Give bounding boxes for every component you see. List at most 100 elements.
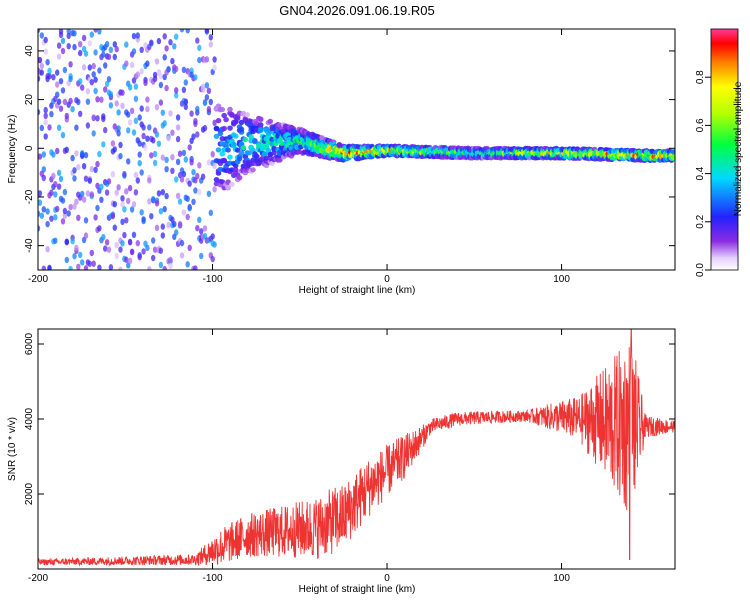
spectrogram-cell — [62, 66, 68, 74]
spectrogram-cell — [139, 169, 144, 176]
spectrogram-cell — [141, 248, 146, 255]
spectrogram-x-tick-label: 100 — [553, 274, 570, 285]
spectrogram-cell — [174, 176, 179, 183]
spectrogram-cell — [66, 43, 71, 50]
spectrogram-cell — [181, 86, 187, 94]
spectrogram-cell — [141, 217, 146, 225]
spectrogram-cell — [120, 89, 125, 96]
spectrogram-y-axis-label: Frequency (Hz) — [7, 115, 18, 184]
colorbar-label: Normalized spectral amplitude — [733, 81, 744, 216]
spectrogram-cell — [120, 201, 125, 208]
spectrogram-cell — [154, 131, 160, 138]
spectrogram-cell — [170, 216, 175, 223]
spectrogram-cell — [66, 32, 71, 40]
spectrogram-cell — [39, 69, 44, 76]
spectrogram-cell — [177, 198, 183, 205]
snr-x-tick-label: -100 — [203, 573, 223, 584]
snr-x-axis-label: Height of straight line (km) — [299, 584, 416, 595]
spectrogram-cell — [104, 80, 110, 88]
spectrogram-cell — [131, 231, 137, 238]
spectrogram-cell — [174, 87, 179, 94]
spectrogram-cell — [95, 204, 100, 212]
spectrogram-cell — [193, 118, 198, 125]
spectrogram-cell — [70, 106, 75, 113]
spectrogram-cell — [261, 151, 268, 157]
spectrogram-cell — [225, 147, 231, 153]
colorbar: 0.0 0.2 0.4 0.6 0.8 Normalized spectral ampl… — [695, 28, 744, 277]
spectrogram-cell — [101, 51, 106, 58]
spectrogram-cell — [38, 153, 43, 160]
spectrogram-cell — [168, 256, 173, 263]
spectrogram-cell — [242, 136, 249, 143]
spectrogram-cell — [158, 247, 164, 254]
spectrogram-cell — [97, 264, 102, 270]
spectrogram-cell — [43, 36, 48, 44]
spectrogram-cell — [64, 238, 70, 245]
spectrogram-cell — [53, 237, 58, 244]
spectrogram-cell — [43, 106, 48, 114]
spectrogram-cell — [238, 126, 245, 132]
spectrogram-cell — [39, 62, 44, 70]
spectrogram-cell — [93, 29, 98, 33]
snr-y-tick-label: 6000 — [24, 332, 35, 355]
spectrogram-cell — [81, 45, 87, 53]
spectrogram-cell — [114, 100, 119, 107]
spectrogram-cell — [85, 122, 91, 129]
spectrogram-cell — [38, 56, 43, 64]
spectrogram-cell — [89, 31, 95, 38]
spectrogram-cell — [112, 146, 118, 153]
spectrogram-cell — [110, 140, 116, 147]
spectrogram-cell — [195, 105, 200, 113]
spectrogram-cell — [72, 167, 77, 174]
spectrogram-cell — [160, 154, 165, 161]
spectrogram-cell — [122, 172, 127, 179]
spectrogram-cell — [118, 246, 123, 253]
spectrogram-cell — [89, 79, 95, 86]
spectrogram-cell — [118, 152, 123, 160]
spectrogram-cell — [277, 157, 283, 163]
spectrogram-cell — [41, 265, 46, 270]
spectrogram-cell — [68, 203, 73, 211]
spectrogram-cell — [156, 190, 162, 197]
snr-x-tick-label: 0 — [384, 573, 390, 584]
spectrogram-cell — [244, 112, 251, 118]
spectrogram-cell — [191, 198, 196, 205]
spectrogram-cell — [56, 169, 62, 176]
spectrogram-cell — [193, 74, 198, 81]
spectrogram-cell — [122, 206, 127, 213]
spectrogram-cell — [210, 255, 215, 263]
spectrogram-cell — [250, 167, 256, 173]
spectrogram-cell — [95, 115, 100, 122]
spectrogram-cell — [93, 76, 98, 83]
spectrogram-cell — [185, 29, 190, 34]
spectrogram-cell — [89, 191, 95, 198]
spectrogram-cell — [175, 124, 181, 131]
spectrogram-cell — [58, 29, 64, 35]
spectrogram-cell — [127, 84, 133, 91]
spectrogram-cell — [112, 53, 118, 61]
spectrogram-cell — [93, 166, 98, 173]
spectrogram-cell — [139, 105, 144, 112]
spectrogram-cell — [199, 228, 204, 235]
spectrogram-cell — [197, 162, 202, 169]
spectrogram-cell — [53, 191, 58, 198]
spectrogram-cell — [265, 147, 272, 154]
spectrogram-cell — [66, 29, 71, 35]
spectrogram-cell — [56, 53, 62, 60]
spectrogram-cell — [104, 41, 110, 48]
spectrogram-cell — [145, 105, 150, 113]
spectrogram-cell — [83, 50, 89, 57]
spectrogram-cell — [127, 257, 133, 264]
spectrogram-cell — [181, 209, 187, 216]
spectrogram-cell — [135, 71, 140, 78]
spectrogram-cell — [670, 149, 675, 155]
spectrogram-cell — [55, 81, 60, 88]
spectrogram-cell — [64, 256, 70, 264]
spectrogram-cell — [185, 195, 190, 202]
spectrogram-cell — [91, 71, 96, 78]
spectrogram-cell — [91, 260, 96, 267]
spectrogram-cell — [185, 213, 190, 221]
spectrogram-cell — [43, 112, 48, 120]
